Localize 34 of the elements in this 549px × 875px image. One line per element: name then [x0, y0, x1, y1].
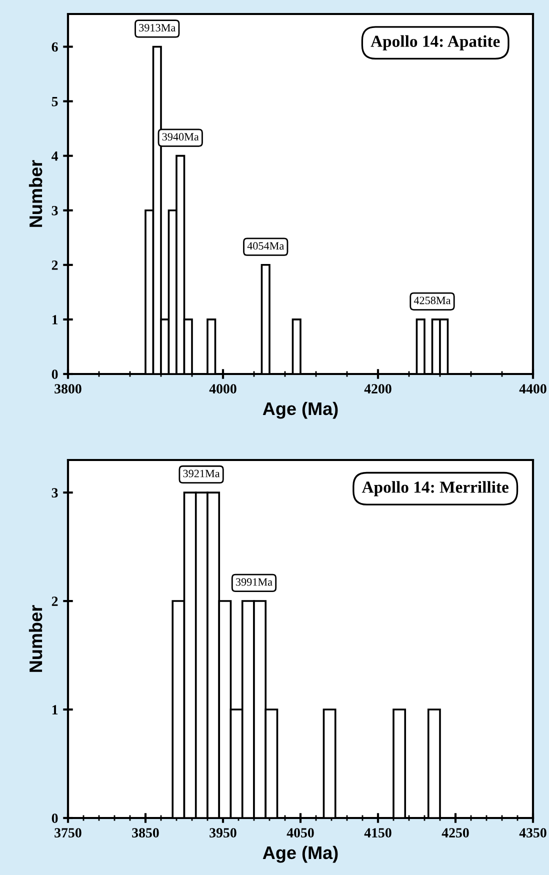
y-tick-label: 0: [52, 370, 58, 379]
x-tick-label: 3750: [54, 828, 82, 838]
x-tick-label: 4000: [209, 384, 236, 394]
x-tick-label: 4400: [519, 384, 546, 394]
y-tick-label: 2: [52, 596, 58, 606]
y-tick-label: 5: [52, 96, 58, 106]
y-tick-label: 4: [52, 151, 58, 161]
y-tick-label: 2: [52, 260, 58, 270]
y-tick-label: 1: [52, 705, 58, 714]
x-tick-label: 3850: [132, 828, 159, 838]
x-tick-label: 4250: [442, 828, 469, 838]
x-axis-title: Age (Ma): [262, 402, 338, 419]
x-tick-label: 4350: [519, 828, 546, 838]
x-tick-label: 3950: [210, 828, 236, 838]
x-tick-label: 4150: [364, 828, 392, 838]
x-tick-label: 3800: [54, 384, 82, 394]
x-tick-label: 4200: [364, 384, 392, 394]
x-tick-label: 4050: [286, 828, 314, 838]
annotation: 3913Ma: [139, 24, 176, 32]
y-tick-label: 6: [52, 42, 58, 52]
y-axis-title: Number: [28, 605, 42, 672]
y-tick-label: 0: [52, 814, 58, 823]
y-axis-title: Number: [28, 160, 42, 227]
y-tick-label: 1: [52, 315, 58, 324]
x-axis-title: Age (Ma): [262, 846, 338, 863]
y-tick-label: 3: [52, 488, 58, 498]
y-tick-label: 3: [52, 206, 58, 216]
annotation: 3940Ma: [162, 133, 199, 141]
annotation: 3991Ma: [236, 578, 272, 586]
annotation: 4258Ma: [414, 296, 451, 304]
annotation: 3921Ma: [183, 470, 220, 478]
text: Apollo 14: Merrillite: [362, 481, 509, 496]
text: Apollo 14: Apatite: [370, 35, 500, 50]
annotation: 4054Ma: [247, 242, 284, 250]
